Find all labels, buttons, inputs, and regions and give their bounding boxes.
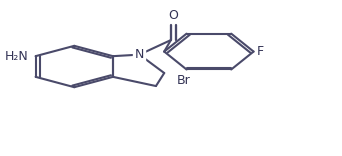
Text: Br: Br: [176, 74, 190, 87]
Text: N: N: [135, 48, 144, 61]
Text: F: F: [257, 45, 264, 58]
Text: O: O: [169, 9, 179, 22]
Text: H₂N: H₂N: [5, 50, 29, 63]
